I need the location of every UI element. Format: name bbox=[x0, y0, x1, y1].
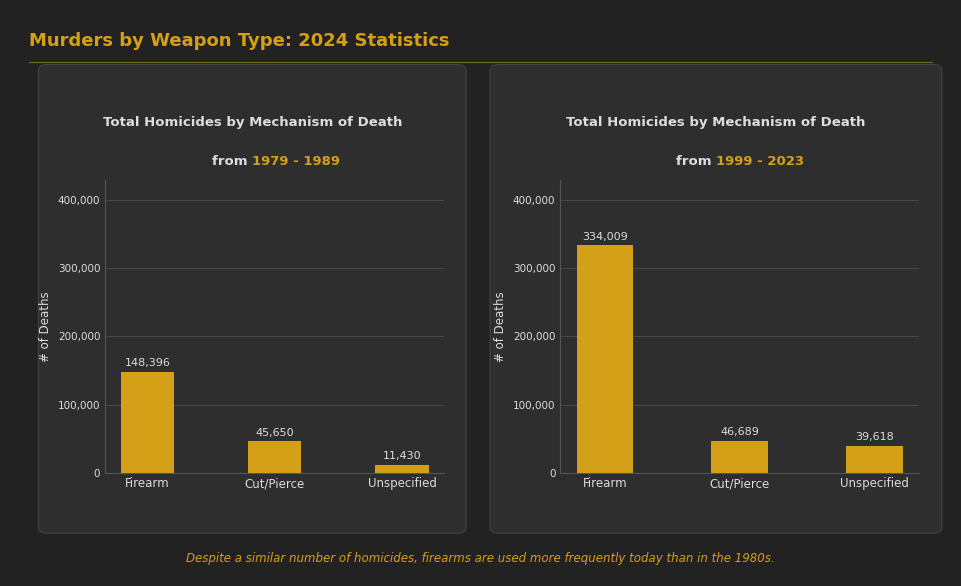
Text: 334,009: 334,009 bbox=[582, 232, 628, 242]
Bar bbox=[847, 445, 903, 472]
Y-axis label: # of Deaths: # of Deaths bbox=[39, 291, 52, 362]
Bar bbox=[577, 246, 633, 472]
Text: 148,396: 148,396 bbox=[124, 358, 170, 368]
Text: 11,430: 11,430 bbox=[382, 451, 421, 461]
Text: 46,689: 46,689 bbox=[721, 427, 759, 437]
Text: 1979 - 1989: 1979 - 1989 bbox=[253, 155, 340, 168]
Text: Total Homicides by Mechanism of Death: Total Homicides by Mechanism of Death bbox=[566, 117, 866, 130]
Text: Murders by Weapon Type: 2024 Statistics: Murders by Weapon Type: 2024 Statistics bbox=[29, 32, 450, 50]
Text: Total Homicides by Mechanism of Death: Total Homicides by Mechanism of Death bbox=[103, 117, 402, 130]
Text: 45,650: 45,650 bbox=[256, 428, 294, 438]
Bar bbox=[121, 372, 174, 472]
Text: from: from bbox=[212, 155, 253, 168]
Bar bbox=[376, 465, 429, 472]
Text: 1999 - 2023: 1999 - 2023 bbox=[716, 155, 804, 168]
Text: from: from bbox=[676, 155, 716, 168]
Bar bbox=[711, 441, 768, 472]
Text: Despite a similar number of homicides, firearms are used more frequently today t: Despite a similar number of homicides, f… bbox=[186, 553, 775, 565]
Text: 39,618: 39,618 bbox=[855, 432, 894, 442]
Y-axis label: # of Deaths: # of Deaths bbox=[494, 291, 507, 362]
Bar bbox=[248, 441, 302, 472]
